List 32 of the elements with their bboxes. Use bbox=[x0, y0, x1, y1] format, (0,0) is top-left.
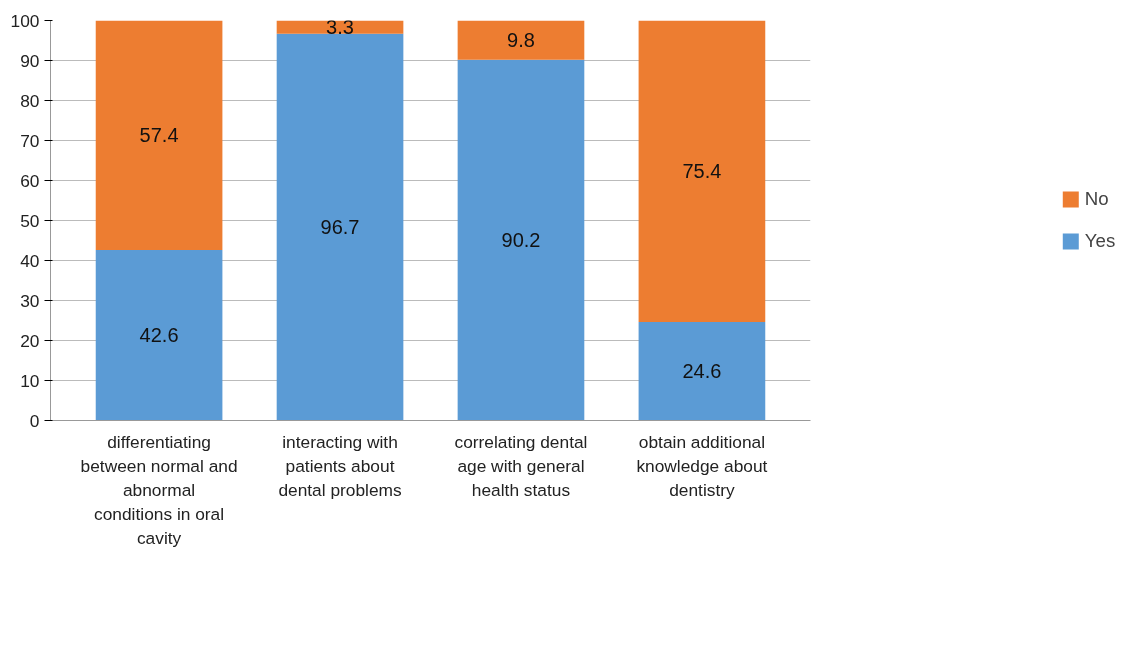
data-label: 3.3 bbox=[326, 16, 354, 39]
bar bbox=[638, 322, 766, 421]
y-tick-label: 40 bbox=[20, 250, 40, 271]
data-label: 9.8 bbox=[507, 29, 535, 52]
y-tick-label: 30 bbox=[20, 290, 40, 311]
data-label: 24.6 bbox=[682, 360, 722, 383]
data-label: 90.2 bbox=[501, 229, 541, 252]
y-tick-label: 90 bbox=[20, 50, 40, 71]
data-label: 57.4 bbox=[139, 124, 179, 147]
data-label: 96.7 bbox=[320, 216, 360, 239]
legend-label: No bbox=[1084, 188, 1109, 210]
x-tick-label: interacting with patients about dental problems bbox=[278, 431, 403, 500]
data-label: 75.4 bbox=[682, 160, 722, 183]
bar bbox=[276, 33, 404, 421]
y-tick-label: 70 bbox=[20, 130, 40, 151]
y-tick-label: 10 bbox=[20, 370, 40, 391]
bar bbox=[457, 59, 585, 421]
x-tick-label: differentiating between normal and abnormal conditions in oral cavity bbox=[80, 431, 238, 548]
legend-label: Yes bbox=[1084, 230, 1116, 252]
y-tick-label: 60 bbox=[20, 170, 40, 191]
x-tick-label: correlating dental age with general health status bbox=[454, 431, 588, 500]
bar bbox=[638, 20, 766, 323]
y-tick-label: 100 bbox=[10, 10, 40, 31]
bar bbox=[95, 250, 223, 421]
y-tick-label: 20 bbox=[20, 330, 40, 351]
x-tick-label: obtain additional knowledge about dentistry bbox=[636, 431, 768, 500]
bar bbox=[457, 20, 585, 60]
y-tick-label: 50 bbox=[20, 210, 40, 231]
y-tick-label: 80 bbox=[20, 90, 40, 111]
y-tick-label: 0 bbox=[29, 410, 40, 431]
bar bbox=[95, 20, 223, 251]
data-label: 42.6 bbox=[139, 324, 179, 347]
